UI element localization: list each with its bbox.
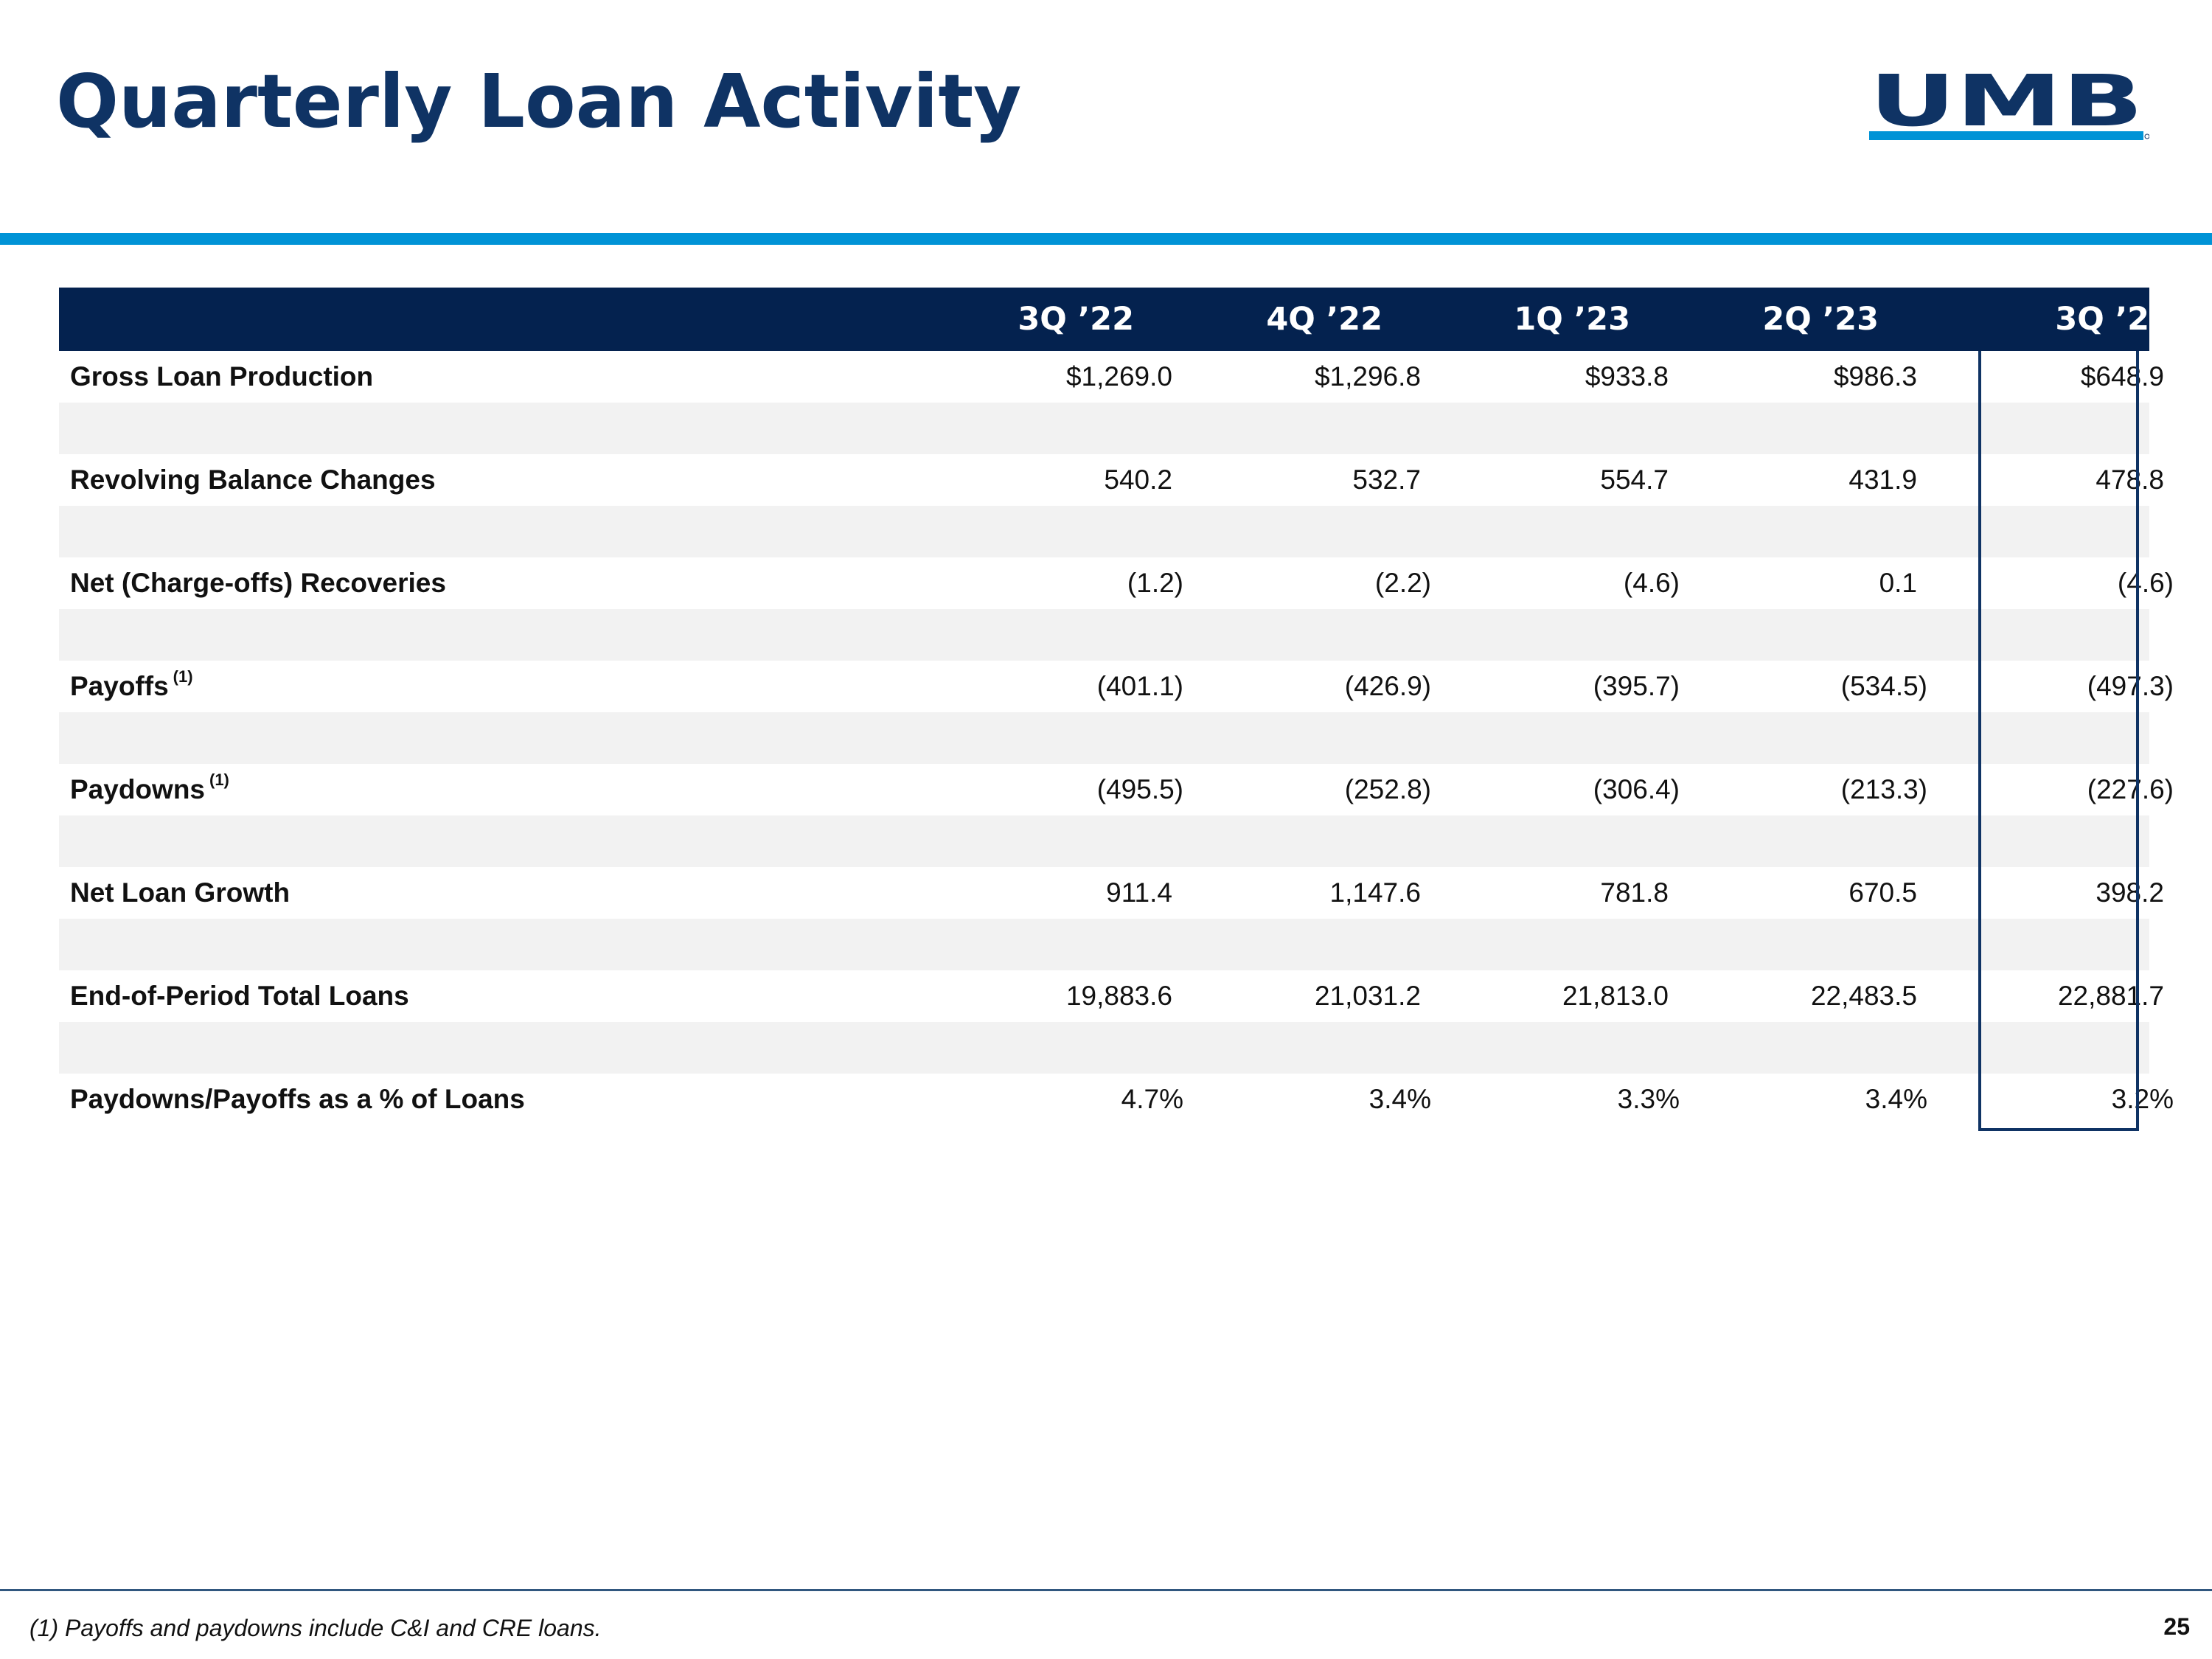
table-row: Revolving Balance Changes 540.2 532.7 55… bbox=[59, 454, 2164, 506]
row-label: Paydowns (1) bbox=[70, 764, 229, 819]
cell: 670.5 bbox=[1848, 877, 1917, 908]
cell: $933.8 bbox=[1585, 361, 1669, 392]
table-row: Paydowns (1) (495.5) (252.8) (306.4) (213… bbox=[59, 764, 2174, 815]
cell: 431.9 bbox=[1848, 465, 1917, 495]
cell: (401.1) bbox=[1096, 671, 1183, 701]
cell: 3.4% bbox=[1368, 1084, 1431, 1114]
logo-underline bbox=[1869, 131, 2143, 140]
row-label: Payoffs (1) bbox=[70, 661, 193, 716]
spacer-row bbox=[59, 609, 2149, 661]
column-header: 3Q ’22 bbox=[1018, 301, 1134, 338]
cell: 0.1 bbox=[1879, 568, 1917, 598]
cell: 1,147.6 bbox=[1329, 877, 1421, 908]
page-title: Quarterly Loan Activity bbox=[56, 58, 1022, 145]
cell: 532.7 bbox=[1352, 465, 1421, 495]
cell: 554.7 bbox=[1600, 465, 1669, 495]
row-label-text: Paydowns bbox=[70, 774, 205, 804]
cell: 781.8 bbox=[1600, 877, 1669, 908]
cell: 478.8 bbox=[2096, 465, 2164, 495]
cell: 22,483.5 bbox=[1810, 981, 1917, 1011]
row-label: Net (Charge-offs) Recoveries bbox=[70, 568, 446, 598]
cell: (497.3) bbox=[2087, 671, 2174, 701]
row-label: Net Loan Growth bbox=[70, 877, 291, 908]
cell: $986.3 bbox=[1833, 361, 1917, 392]
cell: 398.2 bbox=[2096, 877, 2164, 908]
cell: (4.6) bbox=[1623, 568, 1680, 598]
cell: (4.6) bbox=[2117, 568, 2174, 598]
cell: 3.2% bbox=[2111, 1084, 2174, 1114]
table-row: End-of-Period Total Loans 19,883.6 21,03… bbox=[59, 970, 2164, 1022]
row-label: End-of-Period Total Loans bbox=[70, 981, 409, 1011]
table-row: Payoffs (1) (401.1) (426.9) (395.7) (534.… bbox=[59, 661, 2174, 712]
cell: (534.5) bbox=[1840, 671, 1927, 701]
table-row: Net Loan Growth 911.4 1,147.6 781.8 670.… bbox=[59, 867, 2164, 919]
logo-text: UMB bbox=[1869, 72, 2143, 142]
cell: 540.2 bbox=[1104, 465, 1172, 495]
table-row: Gross Loan Production $1,269.0 $1,296.8 … bbox=[59, 351, 2164, 403]
spacer-row bbox=[59, 815, 2149, 867]
cell: 21,031.2 bbox=[1314, 981, 1421, 1011]
column-header: 4Q ’22 bbox=[1266, 301, 1382, 338]
table-row: Net (Charge-offs) Recoveries (1.2) (2.2)… bbox=[59, 557, 2174, 609]
cell: (2.2) bbox=[1374, 568, 1431, 598]
table-header: 3Q ’22 4Q ’22 1Q ’23 2Q ’23 3Q ’23 bbox=[59, 288, 2171, 351]
table-row: Paydowns/Payoffs as a % of Loans 4.7% 3.… bbox=[59, 1074, 2174, 1125]
row-label: Paydowns/Payoffs as a % of Loans bbox=[70, 1084, 525, 1114]
spacer-row bbox=[59, 1022, 2149, 1074]
cell: 21,813.0 bbox=[1562, 981, 1669, 1011]
cell: (213.3) bbox=[1840, 774, 1927, 804]
footnote-marker: (1) bbox=[209, 771, 229, 789]
cell: 4.7% bbox=[1121, 1084, 1183, 1114]
column-header: 1Q ’23 bbox=[1514, 301, 1630, 338]
footnote-marker: (1) bbox=[173, 667, 193, 686]
cell: (395.7) bbox=[1593, 671, 1680, 701]
row-label: Revolving Balance Changes bbox=[70, 465, 436, 495]
cell: (252.8) bbox=[1344, 774, 1431, 804]
footnote: (1) Payoffs and paydowns include C&I and… bbox=[29, 1615, 602, 1641]
cell: $1,296.8 bbox=[1314, 361, 1421, 392]
umb-logo: UMB bbox=[1869, 72, 2149, 142]
column-header: 2Q ’23 bbox=[1762, 301, 1879, 338]
footer-rule bbox=[0, 1589, 2212, 1591]
row-label: Gross Loan Production bbox=[70, 361, 374, 392]
cell: 3.4% bbox=[1865, 1084, 1927, 1114]
spacer-row bbox=[59, 403, 2149, 454]
spacer-row bbox=[59, 712, 2149, 764]
row-label-text: Payoffs bbox=[70, 671, 169, 701]
cell: 911.4 bbox=[1106, 877, 1172, 908]
current-quarter-highlight bbox=[1978, 351, 2139, 1131]
cell: 3.3% bbox=[1617, 1084, 1680, 1114]
page-number: 25 bbox=[2163, 1613, 2190, 1640]
cell: $1,269.0 bbox=[1065, 361, 1172, 392]
cell: (306.4) bbox=[1593, 774, 1680, 804]
cell: (495.5) bbox=[1096, 774, 1183, 804]
cell: (227.6) bbox=[2087, 774, 2174, 804]
cell: 22,881.7 bbox=[2057, 981, 2164, 1011]
cell: 19,883.6 bbox=[1065, 981, 1172, 1011]
cell: (1.2) bbox=[1127, 568, 1183, 598]
cell: $648.9 bbox=[2080, 361, 2164, 392]
spacer-row bbox=[59, 919, 2149, 970]
column-header: 3Q ’23 bbox=[2055, 301, 2171, 338]
cell: (426.9) bbox=[1344, 671, 1431, 701]
header-rule bbox=[0, 233, 2212, 245]
spacer-row bbox=[59, 506, 2149, 557]
